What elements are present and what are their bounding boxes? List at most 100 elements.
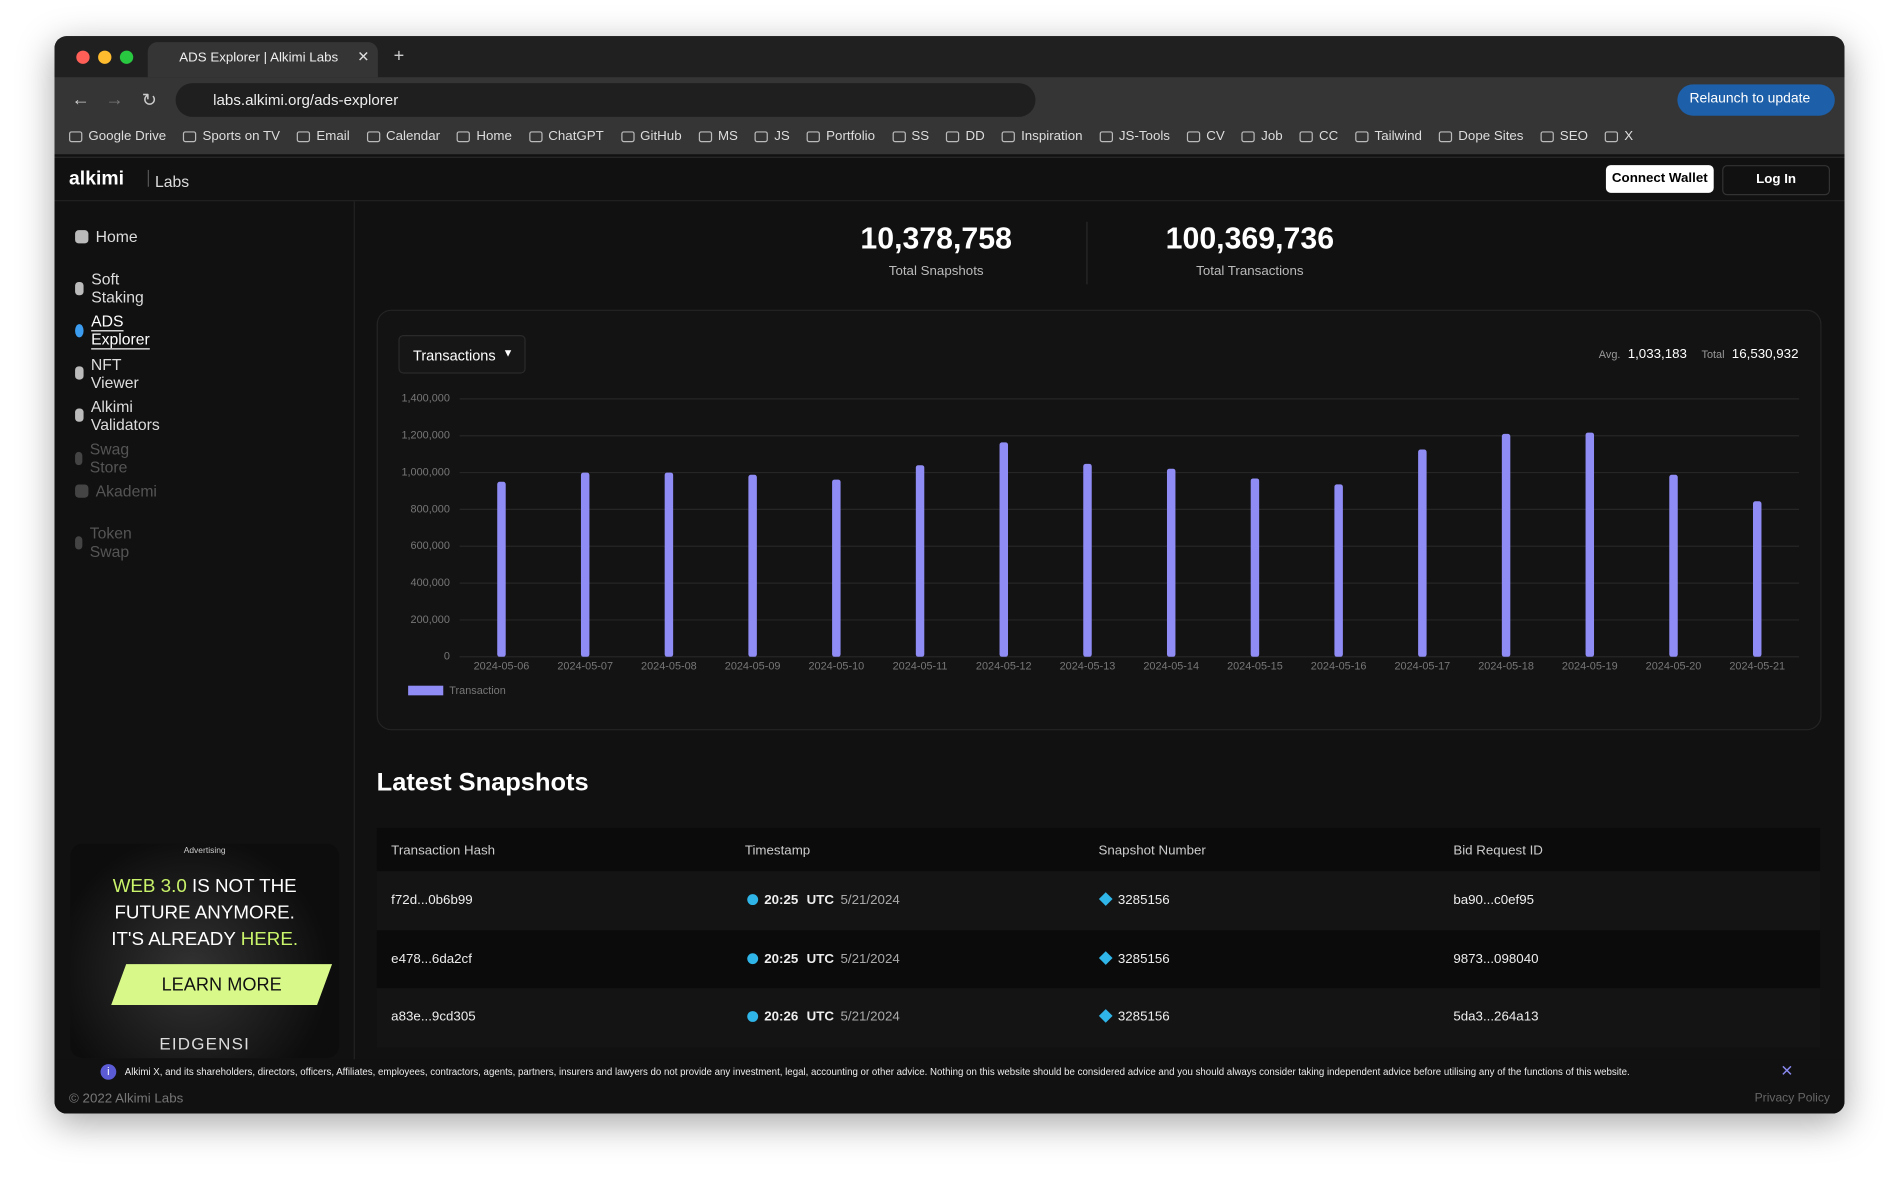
- timezone: UTC: [806, 1009, 834, 1025]
- nav-label: Alkimi Validators: [90, 397, 160, 434]
- time: 20:26: [764, 1009, 799, 1025]
- bookmark-label: Home: [476, 128, 512, 144]
- ad-brand: EIDGENSI: [159, 1033, 251, 1054]
- bookmark[interactable]: JS-Tools: [1099, 129, 1170, 143]
- address-bar[interactable]: labs.alkimi.org/ads-explorer: [175, 83, 1036, 117]
- close[interactable]: [76, 50, 90, 64]
- section-title: Latest Snapshots: [376, 768, 589, 797]
- privacy-link[interactable]: Privacy Policy: [1754, 1091, 1830, 1106]
- tab[interactable]: ADS Explorer | Alkimi Labs ✕: [147, 42, 378, 78]
- timezone: UTC: [806, 951, 834, 966]
- bookmark[interactable]: Email: [296, 128, 350, 144]
- column-header: Snapshot Number: [1098, 843, 1206, 859]
- bookmark-label: GitHub: [640, 128, 682, 144]
- ad[interactable]: Advertising WEB 3.0 IS NOT THE FUTURE AN…: [70, 843, 340, 1059]
- nav-item[interactable]: ADS Explorer: [75, 313, 154, 349]
- bookmark-label: X: [1624, 128, 1634, 144]
- bookmark-icon: [1299, 130, 1313, 142]
- bookmark[interactable]: Sports on TV: [183, 129, 280, 143]
- bookmark-icon: [1001, 130, 1016, 142]
- bookmark[interactable]: JS: [754, 129, 790, 143]
- hash: e478...6da2cf: [391, 951, 472, 966]
- x-tick-label: 2024-05-20: [1646, 660, 1702, 672]
- minimize[interactable]: [98, 50, 112, 64]
- nav-item[interactable]: Alkimi Validators: [75, 397, 164, 434]
- bookmark[interactable]: SS: [891, 128, 930, 144]
- relaunch-button[interactable]: Relaunch to update: [1677, 84, 1835, 116]
- bookmark[interactable]: Job: [1241, 129, 1283, 143]
- table-row[interactable]: f72d...0b6b99 20:25 UTC 5/21/2024 3285156 ba9…: [376, 871, 1821, 930]
- forward[interactable]: →: [105, 89, 124, 110]
- chart-summary: Avg. 1,033,183 Total 16,530,932: [1599, 347, 1799, 361]
- new-tab[interactable]: +: [393, 45, 405, 67]
- connect-wallet[interactable]: Connect Wallet: [1605, 165, 1714, 193]
- bookmark[interactable]: X: [1604, 128, 1634, 144]
- column-header: Transaction Hash: [391, 843, 496, 859]
- y-tick-label: 800,000: [411, 503, 450, 515]
- browser-window: ADS Explorer | Alkimi Labs ✕ + ← → ↻ lab…: [54, 36, 1845, 1114]
- bookmark[interactable]: MS: [698, 128, 738, 144]
- table-row[interactable]: e478...6da2cf 20:25 UTC 5/21/2024 3285156 987…: [376, 929, 1821, 989]
- bookmark-icon: [296, 130, 311, 142]
- table-header: Transaction Hash Timestamp Snapshot Number…: [376, 827, 1821, 872]
- bookmark[interactable]: Calendar: [366, 129, 440, 143]
- legend-label: Transaction: [449, 685, 505, 697]
- ad-tag: Advertising: [183, 847, 226, 856]
- bookmark-icon: [1604, 130, 1619, 142]
- zoom[interactable]: [119, 50, 134, 64]
- total-label: Total: [1701, 348, 1725, 361]
- bar: [580, 472, 590, 657]
- bookmark-label: SS: [911, 128, 930, 144]
- bookmark-icon: [698, 130, 712, 142]
- bookmark[interactable]: GitHub: [620, 128, 682, 144]
- nav-item[interactable]: Soft Staking: [75, 270, 148, 306]
- bookmark-label: Email: [316, 128, 350, 144]
- bookmark-icon: [1099, 130, 1113, 142]
- bookmark[interactable]: CV: [1186, 129, 1225, 143]
- nav-item: Akademi: [75, 482, 157, 500]
- bookmark[interactable]: Portfolio: [806, 129, 875, 143]
- back[interactable]: ←: [71, 89, 90, 110]
- date: 5/21/2024: [840, 951, 900, 966]
- stat-label: Total Snapshots: [888, 263, 984, 279]
- table-row[interactable]: a83e...9cd305 20:26 UTC 5/21/2024 3285156 5da…: [376, 988, 1821, 1047]
- x-tick-label: 2024-05-15: [1227, 660, 1283, 672]
- caret: ▼: [502, 347, 514, 360]
- clock-icon: [747, 1011, 759, 1022]
- bookmark[interactable]: Home: [457, 129, 512, 143]
- tab-close[interactable]: ✕: [357, 48, 370, 66]
- logo-suffix: Labs: [155, 172, 190, 191]
- bookmark[interactable]: Tailwind: [1355, 129, 1422, 143]
- bookmark-label: Inspiration: [1021, 128, 1083, 144]
- nav-label: ADS Explorer: [91, 312, 150, 349]
- logo-divider: [147, 169, 149, 187]
- bookmark[interactable]: Dope Sites: [1438, 129, 1523, 143]
- dropdown[interactable]: Transactions ▼: [398, 335, 526, 374]
- nav-icon: [75, 536, 83, 550]
- log-in[interactable]: Log In: [1722, 165, 1830, 196]
- bookmark[interactable]: CC: [1299, 129, 1338, 143]
- bookmark[interactable]: SEO: [1540, 129, 1588, 143]
- ad-text: WEB 3.0: [112, 876, 187, 897]
- bookmark[interactable]: Google Drive: [69, 129, 166, 143]
- bookmark[interactable]: ChatGPT: [528, 129, 604, 143]
- x-tick-label: 2024-05-09: [725, 660, 781, 672]
- avg: 1,033,183: [1627, 347, 1687, 362]
- nav-item[interactable]: NFT Viewer: [75, 355, 143, 391]
- bookmark-label: Sports on TV: [202, 128, 281, 144]
- bookmark[interactable]: Inspiration: [1001, 128, 1083, 144]
- nav-icon: [75, 281, 85, 295]
- bookmark-label: MS: [717, 128, 738, 144]
- reload[interactable]: ↻: [141, 90, 157, 111]
- stat-value: 10,378,758: [860, 221, 1012, 256]
- bookmark-label: Tailwind: [1374, 128, 1422, 144]
- bookmark-icon: [754, 130, 769, 142]
- time: 20:25: [764, 892, 799, 908]
- dismiss[interactable]: ✕: [1780, 1061, 1794, 1080]
- nav-item[interactable]: Home: [75, 228, 138, 246]
- bookmark[interactable]: DD: [946, 129, 985, 143]
- y-tick-label: 0: [444, 651, 450, 663]
- ad-text: FUTURE ANYMORE.: [114, 902, 295, 924]
- bar: [1166, 468, 1176, 657]
- bookmark-icon: [1241, 130, 1256, 142]
